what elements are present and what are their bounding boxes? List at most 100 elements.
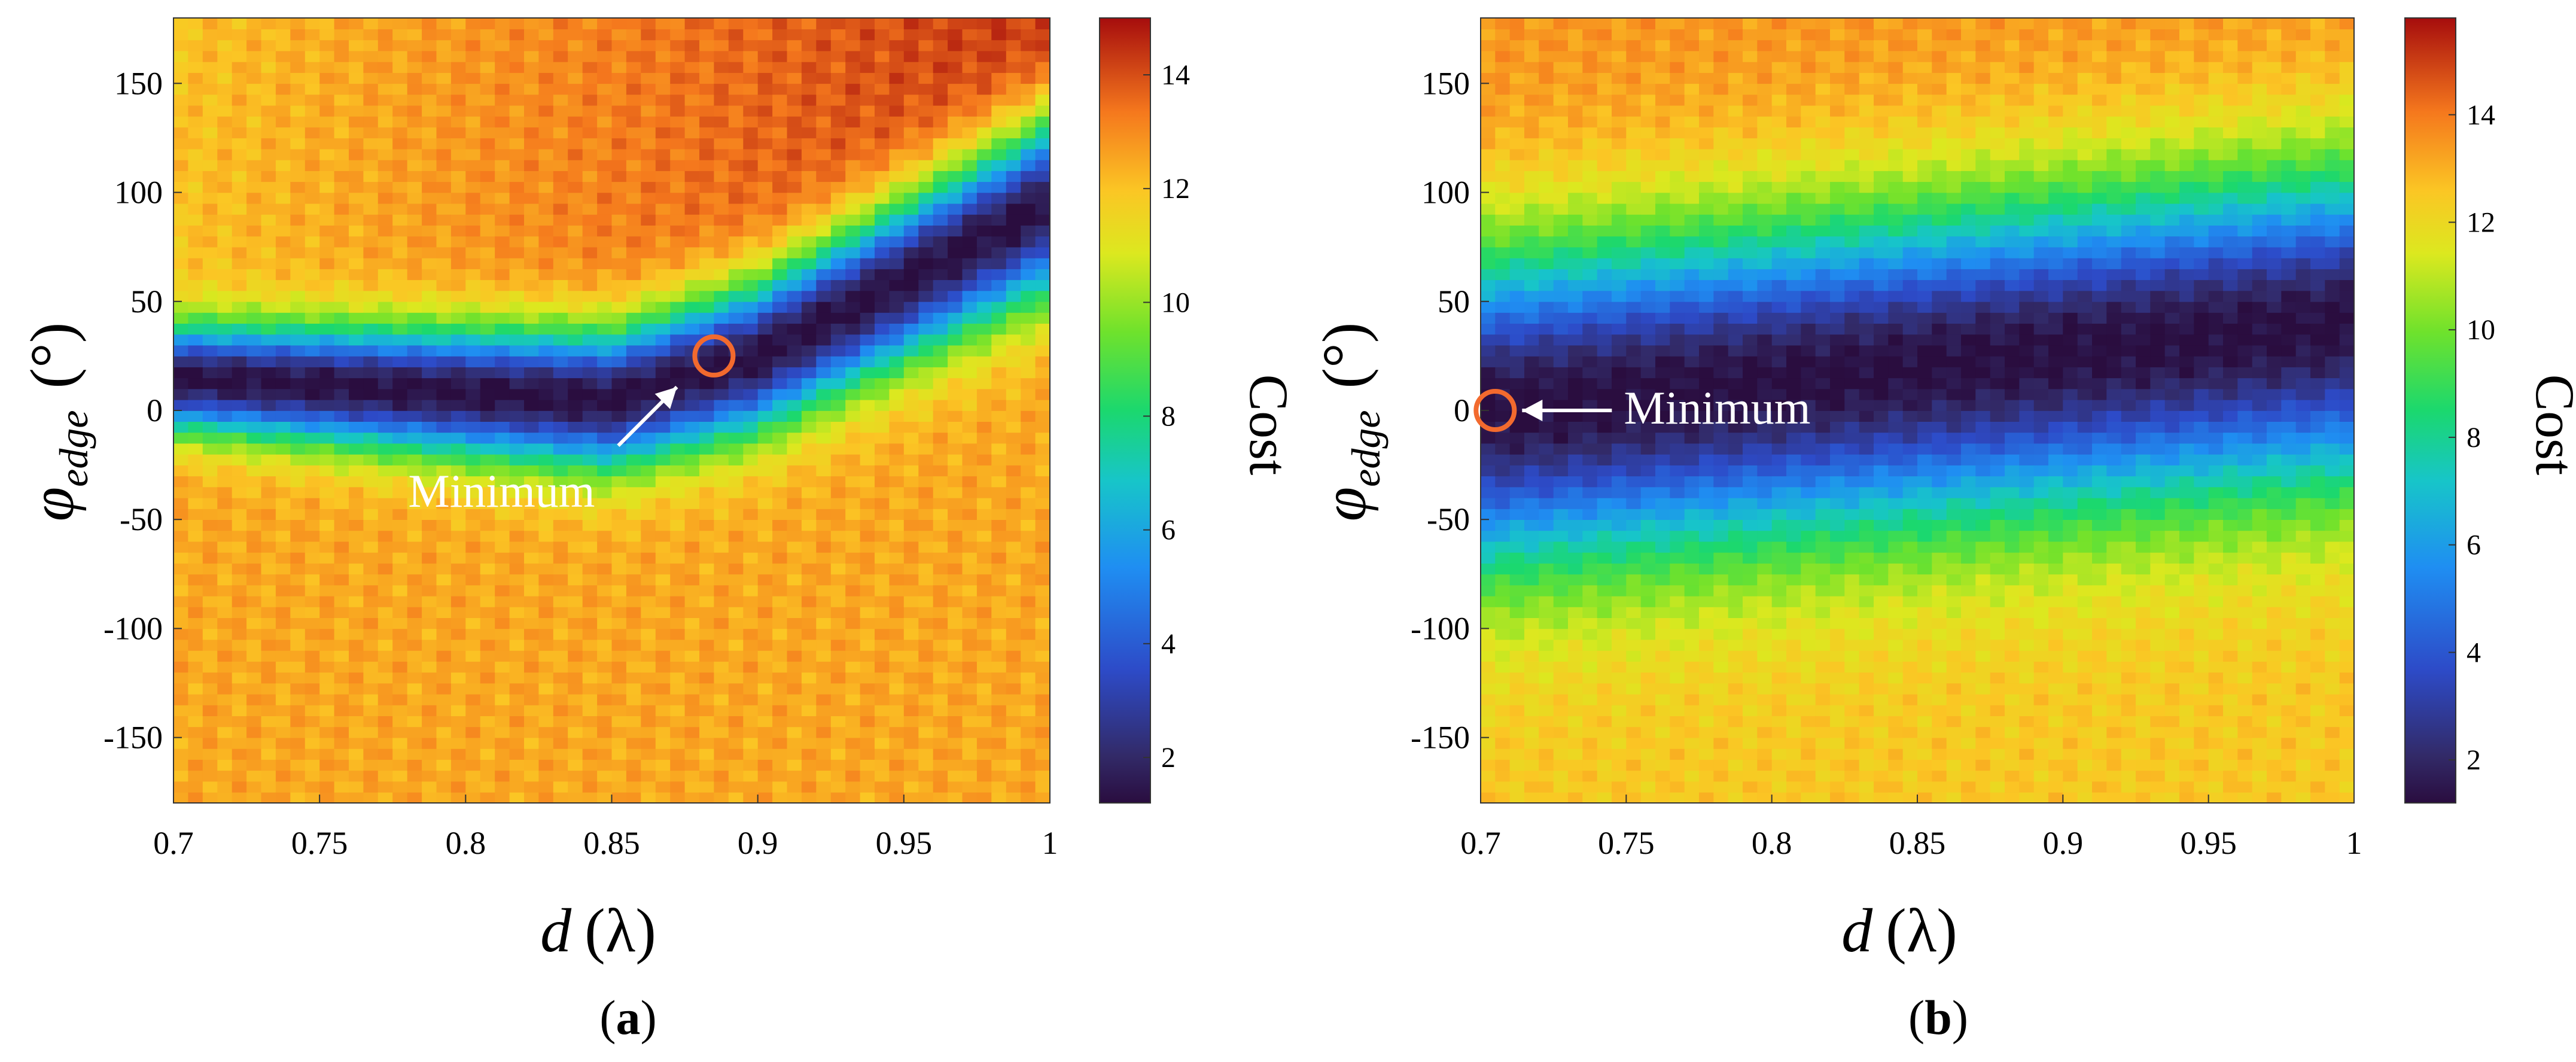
heatmap-cell bbox=[188, 171, 203, 182]
heatmap-cell bbox=[1481, 509, 1496, 520]
heatmap-cell bbox=[1524, 595, 1540, 607]
heatmap-cell bbox=[538, 181, 554, 193]
heatmap-cell bbox=[991, 693, 1007, 705]
heatmap-cell bbox=[903, 607, 919, 618]
heatmap-cell bbox=[188, 486, 203, 498]
heatmap-cell bbox=[349, 138, 364, 150]
heatmap-cell bbox=[1553, 683, 1569, 695]
heatmap-cell bbox=[377, 355, 393, 367]
heatmap-cell bbox=[875, 105, 890, 117]
heatmap-cell bbox=[699, 236, 715, 248]
heatmap-cell bbox=[202, 290, 218, 302]
heatmap-cell bbox=[611, 192, 627, 204]
heatmap-cell bbox=[1582, 61, 1598, 73]
heatmap-cell bbox=[684, 148, 700, 160]
heatmap-cell bbox=[349, 257, 364, 269]
heatmap-cell bbox=[363, 661, 379, 673]
heatmap-cell bbox=[1582, 781, 1598, 793]
heatmap-cell bbox=[684, 61, 700, 73]
heatmap-cell bbox=[714, 236, 729, 248]
heatmap-cell bbox=[830, 50, 846, 62]
heatmap-cell bbox=[889, 661, 905, 673]
heatmap-cell bbox=[948, 770, 963, 782]
heatmap-cell bbox=[641, 661, 656, 673]
heatmap-cell bbox=[568, 345, 583, 357]
heatmap-cell bbox=[933, 476, 948, 488]
heatmap-cell bbox=[714, 50, 729, 62]
heatmap-cell bbox=[1035, 83, 1051, 95]
heatmap-cell bbox=[436, 269, 452, 281]
heatmap-cell bbox=[743, 192, 759, 204]
heatmap-cell bbox=[1524, 83, 1540, 95]
heatmap-cell bbox=[976, 116, 992, 127]
heatmap-cell bbox=[363, 574, 379, 586]
heatmap-cell bbox=[305, 574, 320, 586]
heatmap-cell bbox=[319, 541, 335, 553]
heatmap-cell bbox=[1553, 585, 1569, 597]
heatmap-cell bbox=[1582, 607, 1598, 618]
heatmap-cell bbox=[655, 29, 671, 41]
heatmap-cell bbox=[232, 138, 247, 150]
heatmap-cell bbox=[538, 355, 554, 367]
heatmap-cell bbox=[1524, 323, 1540, 335]
heatmap-cell bbox=[1582, 214, 1598, 226]
heatmap-cell bbox=[1539, 355, 1554, 367]
heatmap-cell bbox=[626, 214, 642, 226]
heatmap-cell bbox=[275, 552, 291, 564]
heatmap-cell bbox=[334, 83, 349, 95]
heatmap-cell bbox=[1495, 148, 1511, 160]
heatmap-cell bbox=[480, 116, 495, 127]
heatmap-cell bbox=[553, 716, 568, 728]
heatmap-cell bbox=[509, 585, 525, 597]
heatmap-cell bbox=[860, 585, 875, 597]
heatmap-cell bbox=[1006, 225, 1021, 237]
heatmap-cell bbox=[436, 443, 452, 455]
heatmap-cell bbox=[626, 574, 642, 586]
heatmap-cell bbox=[933, 497, 948, 509]
heatmap-cell bbox=[830, 443, 846, 455]
heatmap-cell bbox=[246, 214, 262, 226]
heatmap-cell bbox=[1553, 39, 1569, 51]
heatmap-cell bbox=[1021, 530, 1036, 542]
heatmap-cell bbox=[261, 552, 276, 564]
heatmap-cell bbox=[918, 530, 934, 542]
heatmap-cell bbox=[743, 72, 759, 84]
heatmap-cell bbox=[860, 171, 875, 182]
heatmap-cell bbox=[860, 181, 875, 193]
heatmap-cell bbox=[991, 214, 1007, 226]
heatmap-cell bbox=[1553, 432, 1569, 444]
heatmap-cell bbox=[377, 759, 393, 771]
heatmap-cell bbox=[538, 225, 554, 237]
heatmap-cell bbox=[699, 737, 715, 749]
heatmap-cell bbox=[743, 628, 759, 640]
heatmap-cell bbox=[188, 759, 203, 771]
heatmap-cell bbox=[801, 399, 817, 411]
heatmap-cell bbox=[202, 585, 218, 597]
heatmap-cell bbox=[962, 519, 978, 531]
heatmap-cell bbox=[1553, 792, 1569, 804]
heatmap-cell bbox=[173, 247, 189, 258]
heatmap-cell bbox=[524, 171, 540, 182]
heatmap-cell bbox=[889, 770, 905, 782]
heatmap-cell bbox=[1582, 323, 1598, 335]
heatmap-cell bbox=[1035, 737, 1051, 749]
heatmap-cell bbox=[334, 181, 349, 193]
heatmap-cell bbox=[465, 301, 481, 313]
heatmap-cell bbox=[743, 781, 759, 793]
heatmap-cell bbox=[261, 138, 276, 150]
heatmap-cell bbox=[641, 159, 656, 171]
heatmap-cell bbox=[626, 628, 642, 640]
heatmap-cell bbox=[349, 236, 364, 248]
heatmap-cell bbox=[363, 476, 379, 488]
heatmap-cell bbox=[1495, 465, 1511, 477]
heatmap-cell bbox=[743, 83, 759, 95]
heatmap-cell bbox=[377, 257, 393, 269]
heatmap-cell bbox=[641, 693, 656, 705]
heatmap-cell bbox=[889, 127, 905, 139]
heatmap-cell bbox=[991, 574, 1007, 586]
heatmap-cell bbox=[1481, 661, 1496, 673]
heatmap-cell bbox=[319, 29, 335, 41]
heatmap-cell bbox=[611, 585, 627, 597]
heatmap-cell bbox=[1006, 181, 1021, 193]
heatmap-cell bbox=[392, 737, 408, 749]
